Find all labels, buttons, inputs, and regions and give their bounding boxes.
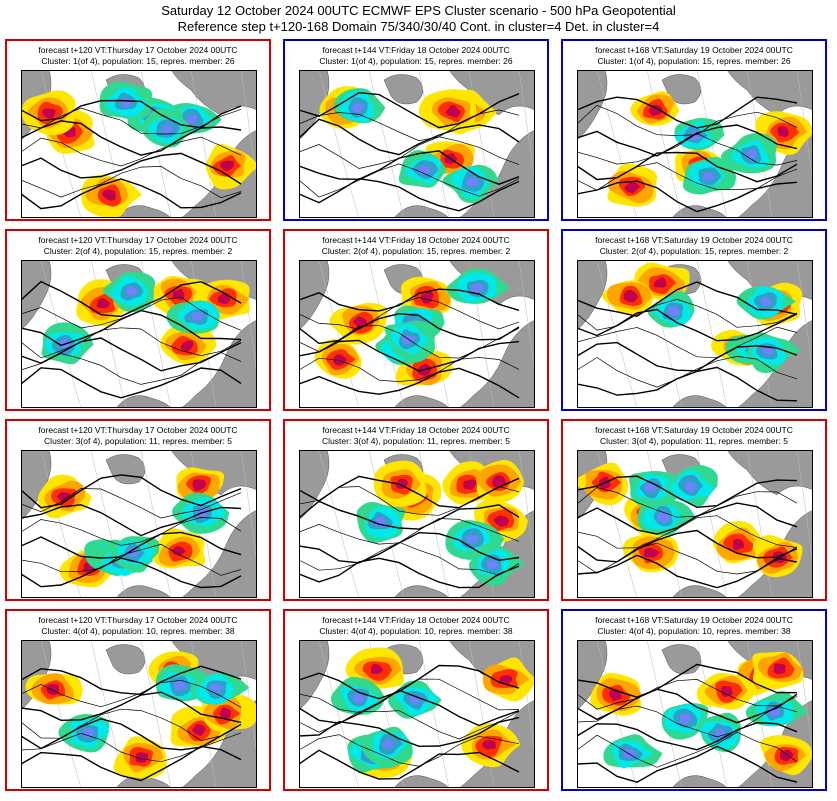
cluster-panel: forecast t+168 VT:Saturday 19 October 20… (561, 419, 827, 601)
panel-forecast-title: forecast t+168 VT:Saturday 19 October 20… (595, 615, 793, 625)
panel-cluster-info: Cluster: 2(of 4), population: 15, repres… (321, 246, 511, 256)
panel-forecast-title: forecast t+144 VT:Friday 18 October 2024… (322, 45, 510, 55)
geopotential-map (299, 70, 535, 218)
geopotential-map (21, 640, 257, 788)
geopotential-map (299, 640, 535, 788)
geopotential-map (21, 450, 257, 598)
geopotential-map (299, 450, 535, 598)
cluster-panel: forecast t+120 VT:Thursday 17 October 20… (5, 419, 271, 601)
cluster-panel: forecast t+168 VT:Saturday 19 October 20… (561, 229, 827, 411)
panel-forecast-title: forecast t+120 VT:Thursday 17 October 20… (38, 615, 238, 625)
panel-cluster-info: Cluster: 2(of 4), population: 15, repres… (599, 246, 789, 256)
panel-cluster-info: Cluster: 1(of 4), population: 15, repres… (597, 56, 791, 66)
cluster-panel: forecast t+168 VT:Saturday 19 October 20… (561, 609, 827, 791)
panel-forecast-title: forecast t+120 VT:Thursday 17 October 20… (38, 425, 238, 435)
cluster-panel: forecast t+144 VT:Friday 18 October 2024… (283, 39, 549, 221)
panel-forecast-title: forecast t+168 VT:Saturday 19 October 20… (595, 425, 793, 435)
panel-cluster-info: Cluster: 3(of 4), population: 11, repres… (322, 436, 510, 446)
panel-forecast-title: forecast t+144 VT:Friday 18 October 2024… (322, 235, 510, 245)
panel-forecast-title: forecast t+168 VT:Saturday 19 October 20… (595, 45, 793, 55)
cluster-panel: forecast t+144 VT:Friday 18 October 2024… (283, 609, 549, 791)
geopotential-map (577, 450, 813, 598)
panel-forecast-title: forecast t+168 VT:Saturday 19 October 20… (595, 235, 793, 245)
figure-title: Saturday 12 October 2024 00UTC ECMWF EPS… (161, 3, 676, 18)
panel-forecast-title: forecast t+144 VT:Friday 18 October 2024… (322, 425, 510, 435)
panel-cluster-info: Cluster: 2(of 4), population: 15, repres… (43, 246, 233, 256)
panel-cluster-info: Cluster: 3(of 4), population: 11, repres… (600, 436, 788, 446)
panel-cluster-info: Cluster: 1(of 4), population: 15, repres… (41, 56, 235, 66)
panel-forecast-title: forecast t+120 VT:Thursday 17 October 20… (38, 235, 238, 245)
panel-cluster-info: Cluster: 3(of 4), population: 11, repres… (44, 436, 232, 446)
panel-forecast-title: forecast t+120 VT:Thursday 17 October 20… (38, 45, 238, 55)
geopotential-map (21, 260, 257, 408)
panel-cluster-info: Cluster: 1(of 4), population: 15, repres… (319, 56, 513, 66)
panel-cluster-info: Cluster: 4(of 4), population: 10, repres… (319, 626, 513, 636)
panel-cluster-info: Cluster: 4(of 4), population: 10, repres… (597, 626, 791, 636)
cluster-panel: forecast t+168 VT:Saturday 19 October 20… (561, 39, 827, 221)
geopotential-map (299, 260, 535, 408)
cluster-panel: forecast t+120 VT:Thursday 17 October 20… (5, 39, 271, 221)
geopotential-map (577, 640, 813, 788)
geopotential-map (21, 70, 257, 218)
cluster-panel: forecast t+120 VT:Thursday 17 October 20… (5, 229, 271, 411)
panel-forecast-title: forecast t+144 VT:Friday 18 October 2024… (322, 615, 510, 625)
figure-subtitle: Reference step t+120-168 Domain 75/340/3… (177, 19, 660, 34)
cluster-panel: forecast t+120 VT:Thursday 17 October 20… (5, 609, 271, 791)
geopotential-map (577, 260, 813, 408)
cluster-panel: forecast t+144 VT:Friday 18 October 2024… (283, 419, 549, 601)
cluster-panel: forecast t+144 VT:Friday 18 October 2024… (283, 229, 549, 411)
geopotential-map (577, 70, 813, 218)
panel-cluster-info: Cluster: 4(of 4), population: 10, repres… (41, 626, 235, 636)
